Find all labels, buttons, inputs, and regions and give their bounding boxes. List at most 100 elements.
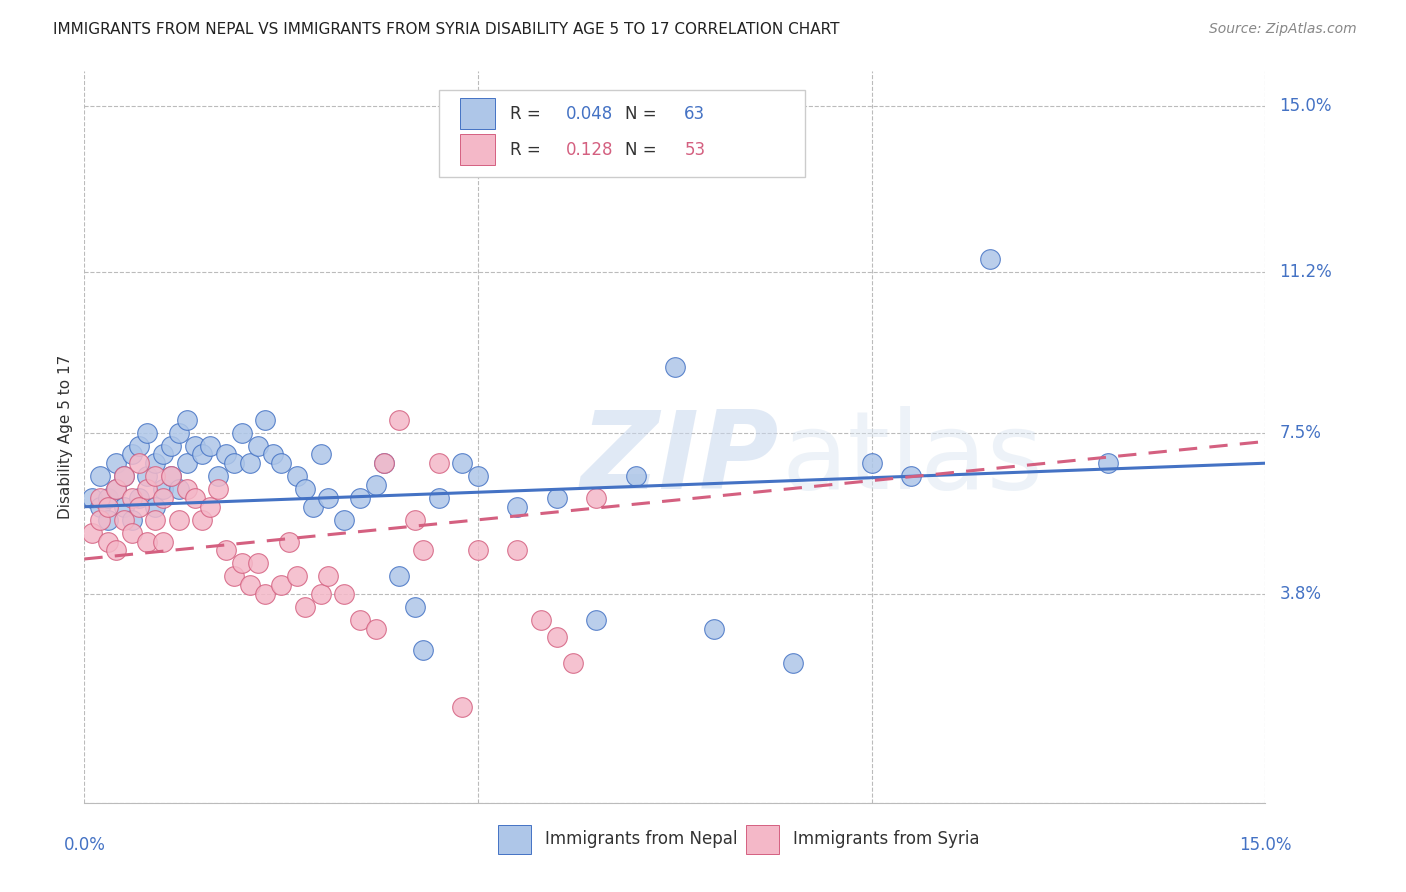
Point — [561, 657, 583, 671]
Point — [333, 587, 356, 601]
Point — [215, 543, 238, 558]
Point — [128, 500, 150, 514]
Point — [207, 483, 229, 497]
Point — [136, 534, 159, 549]
Point — [112, 513, 135, 527]
Point — [143, 469, 166, 483]
Point — [585, 613, 607, 627]
Text: 0.0%: 0.0% — [63, 836, 105, 854]
Point — [152, 491, 174, 505]
Point — [104, 456, 127, 470]
Point — [176, 483, 198, 497]
Point — [152, 483, 174, 497]
Point — [254, 412, 277, 426]
Point — [333, 513, 356, 527]
Point — [183, 439, 205, 453]
Point — [1097, 456, 1119, 470]
Point — [301, 500, 323, 514]
Point — [506, 543, 529, 558]
Point — [104, 543, 127, 558]
Point — [703, 622, 725, 636]
Text: 0.048: 0.048 — [567, 104, 613, 123]
Text: R =: R = — [509, 141, 540, 159]
Point — [404, 599, 426, 614]
Point — [167, 425, 190, 440]
Point — [112, 500, 135, 514]
Point — [412, 643, 434, 657]
Point — [278, 534, 301, 549]
Text: 11.2%: 11.2% — [1279, 262, 1333, 281]
Point — [112, 469, 135, 483]
Point — [136, 469, 159, 483]
Point — [349, 613, 371, 627]
Y-axis label: Disability Age 5 to 17: Disability Age 5 to 17 — [58, 355, 73, 519]
Point — [239, 578, 262, 592]
Point — [373, 456, 395, 470]
Point — [121, 525, 143, 540]
Point — [294, 483, 316, 497]
Point — [373, 456, 395, 470]
FancyBboxPatch shape — [460, 98, 495, 129]
Text: 63: 63 — [685, 104, 706, 123]
Point — [143, 513, 166, 527]
Point — [222, 569, 245, 583]
Text: 15.0%: 15.0% — [1239, 836, 1292, 854]
Point — [318, 569, 340, 583]
Text: IMMIGRANTS FROM NEPAL VS IMMIGRANTS FROM SYRIA DISABILITY AGE 5 TO 17 CORRELATIO: IMMIGRANTS FROM NEPAL VS IMMIGRANTS FROM… — [53, 22, 839, 37]
Point — [112, 469, 135, 483]
Point — [97, 491, 120, 505]
Point — [82, 525, 104, 540]
Point — [160, 469, 183, 483]
Text: 15.0%: 15.0% — [1279, 97, 1331, 115]
Text: 7.5%: 7.5% — [1279, 424, 1322, 442]
Point — [231, 557, 253, 571]
Point — [104, 483, 127, 497]
Point — [176, 412, 198, 426]
Point — [160, 439, 183, 453]
Point — [239, 456, 262, 470]
Point — [388, 569, 411, 583]
Text: R =: R = — [509, 104, 540, 123]
Point — [128, 456, 150, 470]
Point — [254, 587, 277, 601]
Point — [176, 456, 198, 470]
Point — [97, 500, 120, 514]
Point — [412, 543, 434, 558]
Text: N =: N = — [626, 141, 657, 159]
Point — [246, 439, 269, 453]
Point — [451, 700, 474, 714]
Point — [183, 491, 205, 505]
Point — [427, 491, 450, 505]
Point — [89, 513, 111, 527]
Point — [900, 469, 922, 483]
Point — [262, 448, 284, 462]
Point — [191, 448, 214, 462]
Point — [270, 456, 292, 470]
Point — [285, 469, 308, 483]
Point — [167, 483, 190, 497]
Point — [349, 491, 371, 505]
Text: N =: N = — [626, 104, 657, 123]
Text: 53: 53 — [685, 141, 706, 159]
Point — [82, 491, 104, 505]
Point — [200, 439, 222, 453]
Point — [309, 448, 332, 462]
Point — [451, 456, 474, 470]
Point — [215, 448, 238, 462]
Point — [860, 456, 883, 470]
Point — [121, 491, 143, 505]
Point — [152, 448, 174, 462]
Point — [467, 543, 489, 558]
Point — [270, 578, 292, 592]
Point — [285, 569, 308, 583]
Point — [246, 557, 269, 571]
Point — [200, 500, 222, 514]
Point — [89, 491, 111, 505]
Point — [364, 622, 387, 636]
Text: ZIP: ZIP — [581, 406, 779, 512]
Point — [128, 491, 150, 505]
Point — [160, 469, 183, 483]
Point — [294, 599, 316, 614]
Point — [207, 469, 229, 483]
Text: Immigrants from Syria: Immigrants from Syria — [793, 830, 980, 848]
